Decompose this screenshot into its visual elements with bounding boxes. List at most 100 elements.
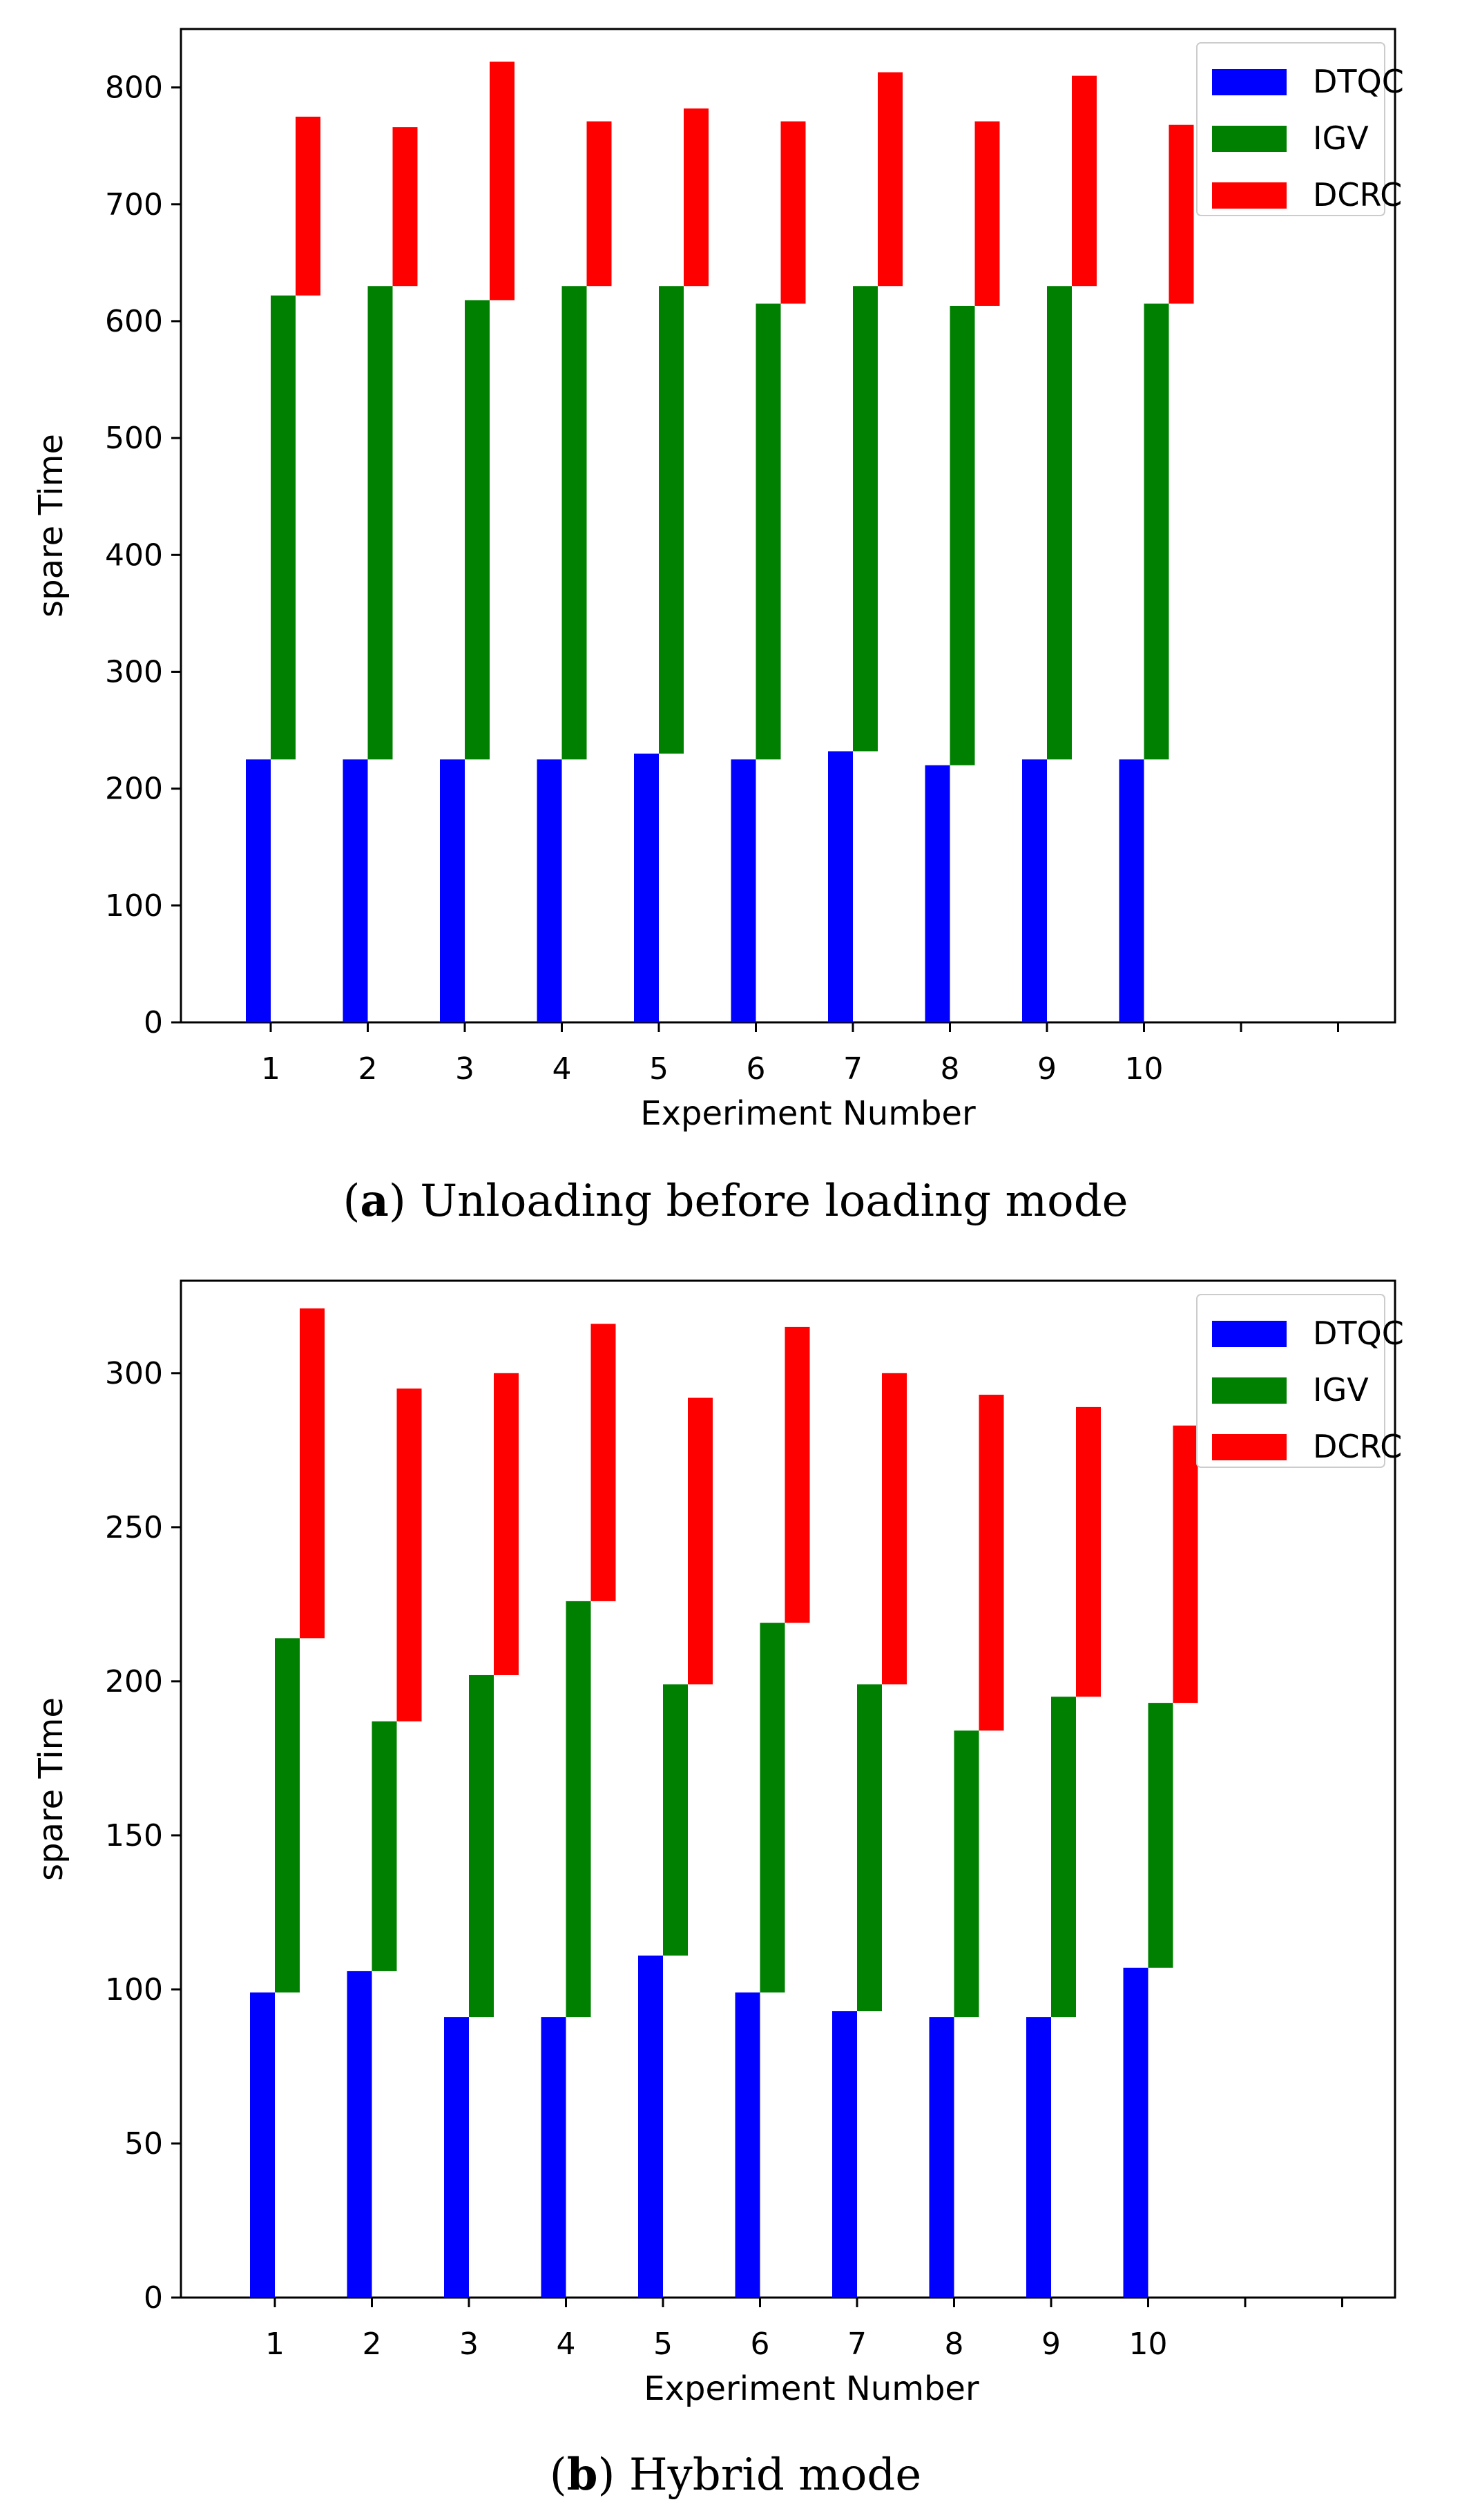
x-ticks-a: 1 2 3 4 5 6 7 8 9 10	[261, 1022, 1339, 1087]
y-ticks-a: 0 100 200 300 400 500 600 700 800	[105, 70, 181, 1040]
y-tick-label-250-b: 250	[105, 1510, 163, 1545]
bar-igv-5-b	[663, 1684, 688, 1956]
bar-dtqc-3-a	[440, 759, 465, 1022]
bar-dcrc-2-a	[392, 127, 418, 287]
y-tick-label-100-a: 100	[105, 888, 163, 924]
bar-dtqc-8-b	[929, 2017, 954, 2298]
legend-swatch-igv-a	[1212, 126, 1287, 152]
bar-igv-10-a	[1144, 303, 1169, 760]
caption-letter-b: b	[567, 2449, 598, 2501]
bar-igv-8-a	[950, 305, 975, 765]
bar-dtqc-4-b	[541, 2017, 566, 2298]
x-tick-label-8-a: 8	[941, 1051, 960, 1087]
legend-a: DTQC IGV DCRC	[1196, 42, 1404, 216]
x-tick-label-1-a: 1	[261, 1051, 280, 1087]
caption-a: (a) Unloading before loading mode	[343, 1175, 1128, 1227]
bar-dtqc-2-a	[343, 759, 368, 1022]
bar-dcrc-10-b	[1173, 1425, 1198, 1703]
x-tick-label-7-b: 7	[847, 2327, 867, 2362]
bar-igv-3-b	[469, 1674, 494, 2018]
bar-dcrc-2-b	[396, 1388, 422, 1721]
caption-letter-a: a	[360, 1175, 388, 1227]
bar-dtqc-2-b	[347, 1971, 372, 2298]
legend-label-dtqc-a: DTQC	[1313, 63, 1404, 100]
y-tick-label-50-b: 50	[124, 2126, 163, 2161]
bar-igv-5-a	[659, 286, 684, 754]
y-tick-label-800-a: 800	[105, 70, 163, 106]
chart-panel-b: 0 50 100 150 200 250 300 1 2 3 4 5 6 7 8 9 10 spare Tim…	[32, 1279, 1404, 2501]
bar-igv-4-a	[561, 286, 587, 760]
y-axis-label-b: spare Time	[32, 1697, 70, 1881]
bar-dtqc-9-a	[1022, 759, 1047, 1022]
bar-igv-6-a	[756, 303, 781, 760]
bar-dcrc-6-b	[785, 1326, 810, 1623]
y-tick-label-500-a: 500	[105, 421, 163, 456]
bar-igv-4-b	[566, 1601, 591, 2018]
bar-dcrc-7-a	[878, 72, 903, 287]
x-tick-label-2-a: 2	[358, 1051, 378, 1087]
x-tick-label-10-a: 10	[1125, 1051, 1164, 1087]
bar-igv-2-b	[372, 1721, 397, 1972]
bar-dtqc-6-b	[735, 1992, 760, 2298]
bar-dtqc-7-b	[832, 2011, 857, 2298]
x-tick-label-3-b: 3	[459, 2327, 479, 2362]
x-tick-label-2-b: 2	[363, 2327, 382, 2362]
x-tick-label-6-b: 6	[751, 2327, 770, 2362]
x-tick-label-9-b: 9	[1041, 2327, 1061, 2362]
bar-igv-8-b	[954, 1730, 979, 2018]
caption-b: (b) Hybrid mode	[550, 2449, 921, 2501]
bars-a	[246, 61, 1194, 1022]
bar-dcrc-3-b	[494, 1373, 519, 1675]
x-axis-label-a: Experiment Number	[640, 1094, 976, 1133]
bar-dcrc-9-b	[1076, 1406, 1101, 1697]
bar-dtqc-9-b	[1026, 2017, 1051, 2298]
bar-igv-7-b	[857, 1684, 882, 2012]
legend-swatch-dtqc-b	[1212, 1321, 1287, 1347]
x-tick-label-6-a: 6	[747, 1051, 766, 1087]
bar-igv-9-b	[1051, 1697, 1076, 2018]
x-tick-label-5-b: 5	[653, 2327, 673, 2362]
bar-dcrc-1-a	[296, 116, 320, 296]
bar-igv-9-a	[1047, 286, 1072, 760]
legend-label-dcrc-a: DCRC	[1313, 176, 1402, 213]
bar-igv-7-a	[853, 286, 878, 752]
bar-dtqc-5-a	[634, 753, 659, 1022]
bar-dtqc-4-a	[537, 759, 562, 1022]
legend-swatch-dcrc-b	[1212, 1434, 1287, 1460]
bar-dtqc-6-a	[731, 759, 756, 1022]
bar-dtqc-10-b	[1123, 1967, 1148, 2298]
bar-dtqc-1-a	[246, 759, 271, 1022]
legend-label-igv-b: IGV	[1313, 1371, 1369, 1409]
y-tick-label-0-b: 0	[144, 2280, 163, 2316]
y-tick-label-400-a: 400	[105, 537, 163, 573]
bar-dtqc-7-a	[828, 751, 853, 1022]
bar-dcrc-10-a	[1169, 124, 1194, 304]
chart-panel-a: 0 100 200 300 400 500 600 700 800 1 2 3 4 5 6 7 8 9 10 sp…	[32, 28, 1404, 1227]
bar-dcrc-6-a	[780, 121, 806, 304]
y-tick-label-600-a: 600	[105, 304, 163, 339]
x-tick-label-1-b: 1	[265, 2327, 285, 2362]
y-tick-label-200-b: 200	[105, 1664, 163, 1699]
x-tick-label-4-a: 4	[552, 1051, 572, 1087]
caption-text-b: Hybrid mode	[629, 2450, 921, 2501]
y-tick-label-150-b: 150	[105, 1818, 163, 1853]
bar-dtqc-10-a	[1119, 759, 1144, 1022]
y-tick-label-200-a: 200	[105, 772, 163, 807]
bar-dtqc-1-b	[250, 1992, 275, 2298]
y-tick-label-100-b: 100	[105, 1972, 163, 2007]
bar-dtqc-8-a	[925, 765, 950, 1022]
bar-dcrc-8-b	[979, 1395, 1004, 1731]
bar-dcrc-9-a	[1072, 75, 1097, 287]
x-axis-label-b: Experiment Number	[644, 2369, 979, 2408]
bar-igv-1-b	[275, 1638, 300, 1993]
y-tick-label-700-a: 700	[105, 187, 163, 222]
bar-dcrc-1-b	[300, 1308, 325, 1639]
legend-swatch-dtqc-a	[1212, 69, 1287, 95]
bar-dcrc-7-b	[882, 1373, 907, 1685]
bar-dtqc-3-b	[444, 2017, 469, 2298]
bar-dcrc-4-b	[590, 1324, 616, 1601]
bar-igv-10-b	[1148, 1703, 1173, 1968]
y-tick-label-0-a: 0	[144, 1005, 163, 1040]
y-axis-label-a: spare Time	[32, 434, 70, 618]
